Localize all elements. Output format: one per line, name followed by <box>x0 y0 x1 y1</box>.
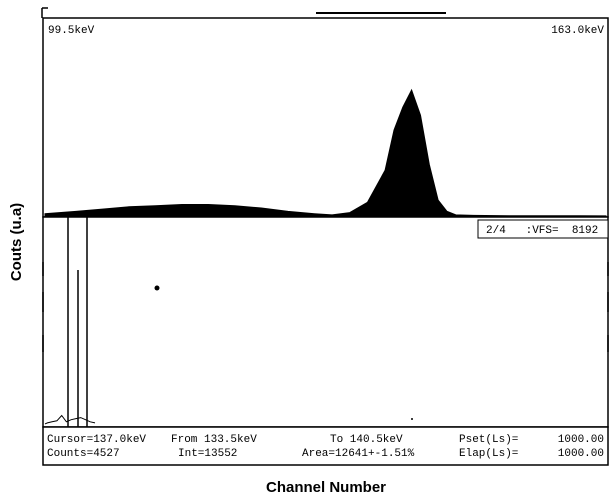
status-pset-label: Pset(Ls)= <box>459 434 518 446</box>
status-elap-label: Elap(Ls)= <box>459 448 518 460</box>
vfs-scale-label: 2/4 :VFS= 8192 <box>486 225 598 237</box>
status-int: Int=13552 <box>178 448 237 460</box>
energy-end-label: 163.0keV <box>551 25 604 37</box>
status-to: To 140.5keV <box>330 434 403 446</box>
lower-spectrum-panel <box>42 216 609 428</box>
stray-dot <box>411 418 413 420</box>
spectrum-area-series <box>44 88 607 217</box>
upper-spectrum-panel <box>42 17 609 218</box>
status-cursor: Cursor=137.0keV <box>47 434 146 446</box>
status-counts: Counts=4527 <box>47 448 120 460</box>
vfs-scale-box: 2/4 :VFS= 8192 <box>477 219 609 239</box>
axis-break-ticks <box>42 262 609 352</box>
status-from: From 133.5keV <box>171 434 257 446</box>
energy-start-label: 99.5keV <box>48 25 95 37</box>
status-pset-value: 1000.00 <box>558 434 604 446</box>
status-elap-value: 1000.00 <box>558 448 604 460</box>
cursor-dot <box>154 285 160 291</box>
expanded-spectrum-line <box>44 414 96 425</box>
x-axis-title: Channel Number <box>266 479 386 496</box>
status-bar <box>42 426 609 466</box>
y-axis-title: Couts (u.a) <box>8 203 25 281</box>
status-area: Area=12641+-1.51% <box>302 448 415 460</box>
